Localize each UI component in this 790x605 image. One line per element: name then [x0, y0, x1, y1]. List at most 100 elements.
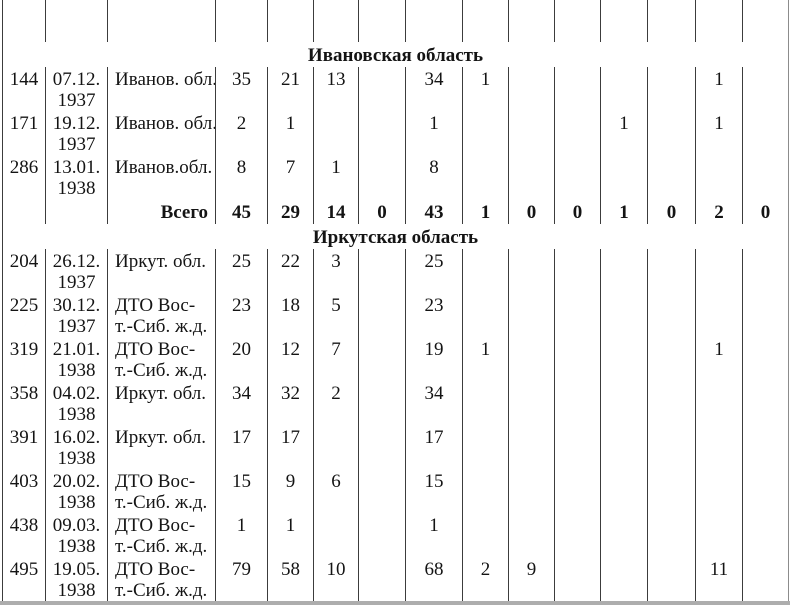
value-cell: 23 — [405, 293, 463, 337]
value-cell — [554, 557, 601, 601]
region-cell: ДТО Вос-т.-Сиб. ж.д. — [107, 513, 216, 557]
table-row: 495 19.05. 1938 ДТО Вос-т.-Сиб. ж.д. 79 58 10 6… — [2, 557, 789, 601]
empty-cell — [358, 0, 406, 42]
value-cell: 7 — [267, 155, 314, 199]
value-cell — [508, 513, 555, 557]
date-line-1: 20.02. — [52, 471, 101, 492]
value-cell — [742, 155, 789, 199]
table-row: 319 21.01. 1938 ДТО Вос-т.-Сиб. ж.д. 20 12 7 19… — [2, 337, 789, 381]
date-line-2: 1938 — [57, 178, 96, 199]
totals-value-cell: 43 — [405, 199, 463, 224]
empty-cell — [45, 0, 108, 42]
case-number-cell: 286 — [2, 155, 46, 199]
section-header: Ивановская область — [2, 42, 789, 67]
date-line-1: 30.12. — [52, 295, 101, 316]
value-cell — [742, 469, 789, 513]
value-cell — [600, 513, 648, 557]
totals-value-cell: 0 — [508, 199, 555, 224]
value-cell: 5 — [313, 293, 359, 337]
totals-label: Всего — [107, 199, 216, 224]
date-line-1: 16.02. — [52, 427, 101, 448]
empty-cell — [45, 199, 108, 224]
value-cell — [600, 557, 648, 601]
value-cell — [647, 469, 696, 513]
value-cell — [647, 381, 696, 425]
case-number-cell: 391 — [2, 425, 46, 469]
value-cell: 79 — [215, 557, 268, 601]
value-cell — [600, 293, 648, 337]
value-cell — [742, 337, 789, 381]
empty-cell — [742, 0, 789, 42]
value-cell — [358, 337, 406, 381]
date-line-2: 1938 — [57, 448, 96, 469]
value-cell: 1 — [462, 67, 509, 111]
value-cell: 1 — [695, 67, 743, 111]
value-cell: 34 — [405, 67, 463, 111]
value-cell — [462, 469, 509, 513]
value-cell — [600, 337, 648, 381]
region-line-1: Иркут. обл. — [115, 251, 206, 272]
table-row: 171 19.12. 1937 Иванов. обл. 2 1 1 1 1 — [2, 111, 789, 155]
value-cell — [462, 111, 509, 155]
value-cell: 2 — [215, 111, 268, 155]
region-line-2: т.-Сиб. ж.д. — [115, 316, 208, 337]
value-cell: 10 — [313, 557, 359, 601]
case-number-cell: 225 — [2, 293, 46, 337]
value-cell — [742, 557, 789, 601]
value-cell — [647, 67, 696, 111]
value-cell — [742, 111, 789, 155]
value-cell — [462, 425, 509, 469]
table-row: 358 04.02. 1938 Иркут. обл. 34 32 2 34 — [2, 381, 789, 425]
date-line-1: 13.01. — [52, 157, 101, 178]
value-cell — [554, 155, 601, 199]
totals-value-cell: 0 — [742, 199, 789, 224]
case-number-cell: 319 — [2, 337, 46, 381]
value-cell: 1 — [313, 155, 359, 199]
totals-value-cell: 1 — [600, 199, 648, 224]
value-cell — [508, 155, 555, 199]
value-cell — [695, 513, 743, 557]
value-cell — [695, 469, 743, 513]
date-cell: 09.03. 1938 — [45, 513, 108, 557]
value-cell — [647, 155, 696, 199]
value-cell: 15 — [215, 469, 268, 513]
region-line-1: ДТО Вос- — [115, 339, 196, 360]
value-cell — [554, 425, 601, 469]
date-line-1: 21.01. — [52, 339, 101, 360]
value-cell — [695, 293, 743, 337]
case-number-cell: 495 — [2, 557, 46, 601]
table-row: 391 16.02. 1938 Иркут. обл. 17 17 17 — [2, 425, 789, 469]
value-cell: 19 — [405, 337, 463, 381]
totals-row: Всего 45 29 14 0 43 1 0 0 1 0 2 0 — [2, 199, 789, 224]
value-cell: 17 — [267, 425, 314, 469]
totals-value-cell: 1 — [462, 199, 509, 224]
value-cell: 9 — [508, 557, 555, 601]
date-cell: 20.02. 1938 — [45, 469, 108, 513]
case-number-cell: 358 — [2, 381, 46, 425]
date-cell: 07.12. 1937 — [45, 67, 108, 111]
totals-value-cell: 0 — [647, 199, 696, 224]
value-cell — [742, 425, 789, 469]
date-line-2: 1937 — [57, 134, 96, 155]
date-line-2: 1937 — [57, 272, 96, 293]
value-cell — [647, 557, 696, 601]
value-cell — [695, 155, 743, 199]
table-row: 438 09.03. 1938 ДТО Вос-т.-Сиб. ж.д. 1 1 1 — [2, 513, 789, 557]
date-cell: 19.05. 1938 — [45, 557, 108, 601]
region-cell: Иванов.обл. — [107, 155, 216, 199]
date-cell: 26.12. 1937 — [45, 249, 108, 293]
value-cell — [358, 155, 406, 199]
value-cell — [508, 293, 555, 337]
value-cell — [647, 513, 696, 557]
value-cell — [554, 67, 601, 111]
page-edge-strip — [0, 601, 790, 605]
region-cell: Иванов. обл. — [107, 111, 216, 155]
date-line-2: 1938 — [57, 360, 96, 381]
value-cell — [647, 249, 696, 293]
table-row: 204 26.12. 1937 Иркут. обл. 25 22 3 25 — [2, 249, 789, 293]
value-cell: 1 — [267, 111, 314, 155]
value-cell — [358, 469, 406, 513]
date-line-2: 1938 — [57, 404, 96, 425]
empty-cell — [600, 0, 648, 42]
value-cell — [600, 67, 648, 111]
